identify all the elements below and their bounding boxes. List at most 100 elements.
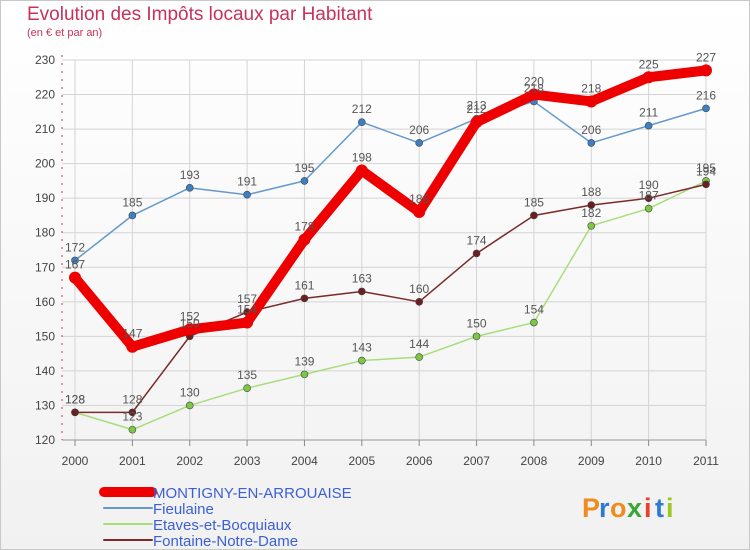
data-point-fieulaine [358, 118, 366, 126]
data-point-fontaine-notre-dame [472, 249, 481, 258]
data-label-etaves-et-bocquiaux: 195 [696, 161, 716, 175]
brand-letter: o [610, 493, 627, 523]
data-point-etaves-et-bocquiaux [300, 370, 309, 379]
x-tick-label: 2009 [578, 454, 605, 468]
data-label-fontaine-notre-dame: 163 [352, 271, 372, 285]
y-tick-label: 130 [35, 398, 55, 412]
data-point-fieulaine [243, 190, 251, 199]
data-point-montigny-en-arrouaise [183, 323, 196, 336]
y-tick-label: 230 [35, 53, 55, 67]
data-label-montigny-en-arrouaise: 152 [180, 309, 200, 323]
data-point-fontaine-notre-dame [702, 180, 710, 189]
grid [62, 59, 707, 441]
y-tick-label: 140 [35, 364, 55, 378]
y-tick-label: 220 [35, 88, 55, 102]
x-tick-label: 2007 [463, 454, 490, 468]
series-line-montigny-en-arrouaise [70, 65, 711, 352]
x-tick-label: 2001 [119, 454, 146, 468]
brand-letter: i [666, 493, 674, 523]
data-label-fontaine-notre-dame: 190 [639, 178, 659, 192]
data-labels: 172 185 193 191 195 212 206 213 218 206 211 216 128 1… [65, 50, 716, 423]
y-tick-label: 160 [35, 295, 55, 309]
legend-label-etaves-et-bocquiaux: Etaves-et-Bocquiaux [153, 517, 292, 534]
y-tick-label: 180 [35, 226, 55, 240]
x-tick-label: 2000 [62, 454, 89, 468]
legend-label-montigny-en-arrouaise: MONTIGNY-EN-ARROUAISE [153, 485, 352, 502]
data-point-fontaine-notre-dame [644, 194, 653, 202]
data-point-montigny-en-arrouaise [642, 71, 655, 84]
data-point-fontaine-notre-dame [415, 298, 423, 306]
x-tick-label: 2003 [234, 454, 261, 468]
data-label-fieulaine: 172 [65, 240, 85, 254]
data-label-fontaine-notre-dame: 194 [696, 164, 716, 178]
data-label-fieulaine: 213 [467, 99, 487, 113]
y-tick-label: 190 [35, 191, 55, 205]
data-point-montigny-en-arrouaise [700, 64, 712, 77]
x-tick-label: 2006 [406, 454, 433, 468]
data-point-fontaine-notre-dame [300, 294, 309, 303]
data-label-montigny-en-arrouaise: 186 [409, 192, 429, 206]
data-label-fieulaine: 211 [639, 106, 658, 120]
data-label-etaves-et-bocquiaux: 143 [352, 341, 372, 355]
data-point-montigny-en-arrouaise [241, 316, 254, 329]
data-point-etaves-et-bocquiaux [587, 222, 596, 230]
data-label-fieulaine: 216 [696, 88, 716, 102]
data-label-fieulaine: 185 [122, 195, 142, 209]
data-label-fontaine-notre-dame: 160 [409, 282, 429, 296]
data-label-etaves-et-bocquiaux: 154 [524, 303, 544, 317]
data-label-fieulaine: 218 [524, 81, 544, 95]
data-point-fieulaine [644, 121, 653, 130]
data-label-fieulaine: 193 [180, 168, 200, 182]
data-point-etaves-et-bocquiaux [530, 318, 538, 327]
data-label-etaves-et-bocquiaux: 123 [122, 410, 142, 424]
data-point-fieulaine [128, 211, 137, 220]
brand-letter: x [627, 493, 642, 523]
brand-letter: i [644, 493, 652, 523]
data-point-etaves-et-bocquiaux [243, 384, 251, 392]
data-point-fontaine-notre-dame [71, 408, 79, 417]
data-point-fontaine-notre-dame [587, 201, 596, 209]
legend-label-fontaine-notre-dame: Fontaine-Notre-Dame [153, 533, 298, 550]
data-label-fieulaine: 206 [409, 123, 429, 137]
data-label-etaves-et-bocquiaux: 135 [237, 368, 257, 382]
data-label-montigny-en-arrouaise: 227 [696, 50, 716, 64]
data-point-fontaine-notre-dame [358, 287, 366, 296]
data-label-montigny-en-arrouaise: 198 [352, 151, 372, 165]
data-point-montigny-en-arrouaise [527, 88, 540, 101]
data-label-fontaine-notre-dame: 150 [180, 316, 200, 330]
x-tick-label: 2011 [693, 454, 719, 468]
y-tick-label: 170 [35, 260, 55, 274]
data-label-montigny-en-arrouaise: 225 [639, 57, 659, 71]
data-label-fieulaine: 195 [294, 161, 314, 175]
series-line-fontaine-notre-dame [74, 183, 707, 414]
data-label-etaves-et-bocquiaux: 128 [65, 392, 85, 406]
data-point-fieulaine [185, 184, 194, 192]
data-label-fontaine-notre-dame: 128 [65, 392, 85, 406]
data-label-fontaine-notre-dame: 161 [294, 278, 314, 292]
proxiti-logo: Pr o x i t i [582, 493, 674, 523]
data-label-etaves-et-bocquiaux: 187 [639, 189, 659, 203]
x-tick-label: 2010 [635, 454, 662, 468]
y-tick-label: 210 [35, 122, 55, 136]
data-point-etaves-et-bocquiaux [185, 401, 194, 410]
data-point-fontaine-notre-dame [128, 408, 137, 417]
y-tick-label: 120 [35, 433, 55, 447]
data-point-etaves-et-bocquiaux [128, 425, 137, 434]
data-label-etaves-et-bocquiaux: 139 [294, 354, 314, 368]
data-point-etaves-et-bocquiaux [358, 356, 366, 365]
data-label-fontaine-notre-dame: 157 [237, 292, 257, 306]
series-group [69, 64, 712, 434]
data-point-fieulaine [415, 139, 423, 147]
data-point-etaves-et-bocquiaux [472, 332, 481, 341]
data-label-montigny-en-arrouaise: 178 [294, 220, 314, 234]
legend: MONTIGNY-EN-ARROUAISEFieulaineEtaves-et-… [99, 485, 352, 550]
series-line-etaves-et-bocquiaux [74, 180, 707, 431]
data-label-fieulaine: 206 [581, 123, 601, 137]
y-tick-label: 200 [35, 157, 55, 171]
x-tick-label: 2008 [521, 454, 548, 468]
data-point-fieulaine [71, 256, 79, 265]
x-tick-label: 2005 [348, 454, 375, 468]
data-point-montigny-en-arrouaise [69, 271, 81, 284]
data-point-etaves-et-bocquiaux [644, 204, 653, 213]
